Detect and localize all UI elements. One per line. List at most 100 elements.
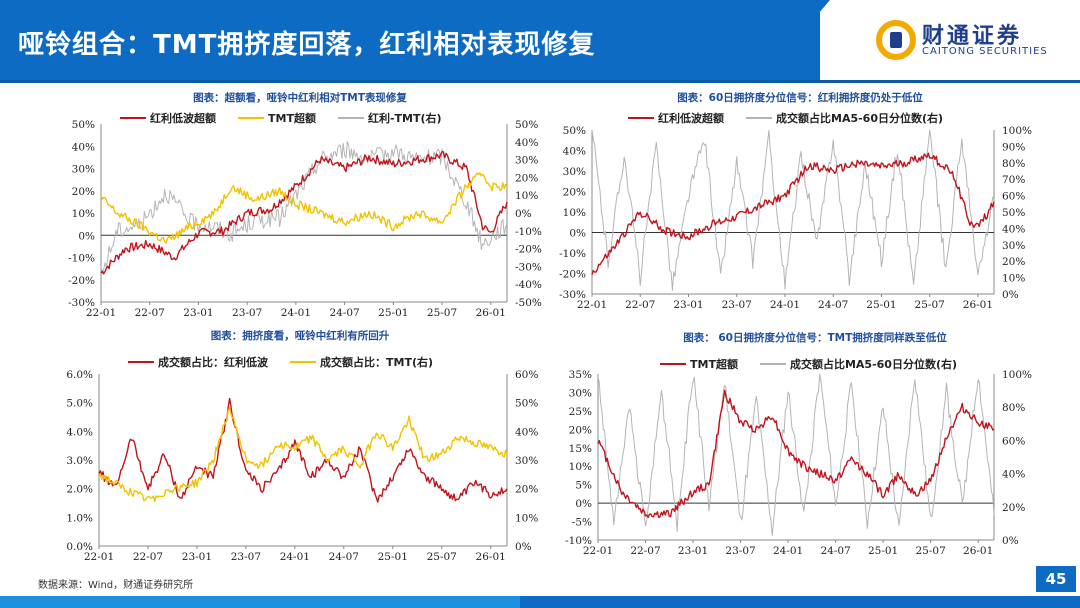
chart3-y-right-tick: 10% <box>515 512 538 524</box>
chart3-y-left-tick: 2.0% <box>66 484 93 496</box>
chart3-svg: 6.0% 5.0% 4.0% 3.0% 2.0% 1.0% 0.0% 60% 50% 40% 30%… <box>66 369 538 563</box>
chart3-y-right-tick: 30% <box>515 455 538 467</box>
chart2-y-left-tick: 50% <box>563 125 586 137</box>
chart1-legend: 红利低波超额 TMT超额 红利-TMT(右) <box>120 110 464 126</box>
chart2-y-right-tick: 20% <box>1002 256 1025 268</box>
source-note: 数据来源：Wind，财通证券研究所 <box>38 580 194 591</box>
chart3-x-tick: 22-01 <box>84 551 114 563</box>
chart2-y-right-tick: 30% <box>1002 240 1025 252</box>
chart3-x-tick: 26-01 <box>476 551 506 563</box>
chart4-y-left-tick: 35% <box>569 369 592 381</box>
chart2-series-1-line <box>591 152 995 275</box>
header: 哑铃组合：TMT拥挤度回落，红利相对表现修复 财通证券 CAITONG SECU… <box>0 0 1080 83</box>
chart1-series-3-line <box>100 141 508 275</box>
chart3-y-right-tick: 0% <box>515 541 532 553</box>
chart2-x-tick: 24-01 <box>770 299 800 311</box>
chart3-x-tick: 24-01 <box>280 551 310 563</box>
chart1-x-tick: 22-07 <box>135 307 165 319</box>
chart3-x-tick: 25-01 <box>378 551 408 563</box>
chart1-y-right-tick: -40% <box>515 279 542 291</box>
chart3-series-1-line <box>98 397 508 503</box>
chart2-x-tick: 25-07 <box>915 299 945 311</box>
chart2-x-tick: 23-07 <box>722 299 752 311</box>
chart4-x-tick: 22-07 <box>630 545 660 557</box>
header-rule <box>0 80 1080 83</box>
logo-background <box>820 0 1080 82</box>
chart4-y-right-tick: 0% <box>1002 535 1019 547</box>
chart2-legend-item-1: 红利低波超额 <box>628 110 724 126</box>
chart2-series-2-line <box>591 129 995 291</box>
chart3-y-left-tick: 6.0% <box>66 369 93 381</box>
chart2-y-right-tick: 70% <box>1002 174 1025 186</box>
chart3-y-right-tick: 50% <box>515 398 538 410</box>
chart1-y-right-tick: 20% <box>515 172 538 184</box>
chart3-legend-item-2: 成交额占比：TMT(右) <box>290 354 433 370</box>
chart3-legend: 成交额占比：红利低波 成交额占比：TMT(右) <box>128 354 455 370</box>
chart4-legend-item-1: TMT超额 <box>660 356 738 372</box>
chart1-legend-item-3: 红利-TMT(右) <box>337 110 442 126</box>
chart3-y-right-tick: 20% <box>515 484 538 496</box>
chart4-x-tick: 22-01 <box>583 545 613 557</box>
chart4-legend-item-2: 成交额占比MA5-60日分位数(右) <box>759 356 957 372</box>
chart2-y-left-tick: 20% <box>563 187 586 199</box>
chart2-y-left-tick: -10% <box>559 248 586 260</box>
chart4-x-tick: 24-07 <box>820 545 850 557</box>
chart2-y-left-tick: 30% <box>563 166 586 178</box>
chart2-x-tick: 23-01 <box>673 299 703 311</box>
chart2-y-right-tick: 10% <box>1002 273 1025 285</box>
logo-icon <box>876 20 916 60</box>
chart2-x-tick: 24-07 <box>818 299 848 311</box>
chart1-y-right-tick: 30% <box>515 155 538 167</box>
chart4-y-left-tick: 15% <box>569 443 592 455</box>
chart1-series-2-line <box>100 172 508 244</box>
chart4-x-tick: 26-01 <box>963 545 993 557</box>
chart2-y-right-tick: 50% <box>1002 207 1025 219</box>
footer-bar-accent <box>0 596 520 608</box>
chart1-y-left-tick: 40% <box>72 141 95 153</box>
chart1-legend-item-1: 红利低波超额 <box>120 110 216 126</box>
chart3-x-tick: 23-07 <box>231 551 261 563</box>
chart1-x-tick: 22-01 <box>86 307 116 319</box>
chart2-legend-item-2: 成交额占比MA5-60日分位数(右) <box>746 110 943 126</box>
chart4-y-left-tick: 0% <box>575 498 592 510</box>
chart1-y-left-tick: 50% <box>72 119 95 131</box>
chart2-legend: 红利低波超额 成交额占比MA5-60日分位数(右) <box>628 110 965 126</box>
chart2-y-left-tick: 40% <box>563 146 586 158</box>
chart2-svg: 50% 40% 30% 20% 10% 0% -10% -20% -30% 100% 90% 80% 7… <box>559 125 1032 311</box>
chart2-y-left-tick: 0% <box>569 228 586 240</box>
chart2-x-tick: 22-01 <box>577 299 607 311</box>
logo-text-en: CAITONG SECURITIES <box>922 46 1048 57</box>
chart1-y-left-tick: 0% <box>78 230 95 242</box>
chart4-series-1-line <box>597 389 995 519</box>
chart2-y-left-tick: -20% <box>559 269 586 281</box>
chart2-x-tick: 26-01 <box>963 299 993 311</box>
chart1-y-right-tick: -10% <box>515 226 542 238</box>
chart1-series-1-line <box>100 151 508 275</box>
chart4-x-tick: 25-07 <box>915 545 945 557</box>
chart2-x-tick: 22-07 <box>625 299 655 311</box>
chart1-x-tick: 24-07 <box>329 307 359 319</box>
chart2-y-right-tick: 40% <box>1002 223 1025 235</box>
chart3-y-left-tick: 3.0% <box>66 455 93 467</box>
chart1-y-right-tick: 40% <box>515 137 538 149</box>
chart1-y-left-tick: 30% <box>72 164 95 176</box>
chart3-series-2-line <box>98 407 508 502</box>
chart2-x-tick: 25-01 <box>866 299 896 311</box>
chart1-svg: 50% 40% 30% 20% 10% 0% -10% -20% -30% 50% 40% 30% 20… <box>68 119 542 319</box>
chart1-y-right-tick: 0% <box>515 208 532 220</box>
chart3-x-tick: 23-01 <box>182 551 212 563</box>
chart3-legend-item-1: 成交额占比：红利低波 <box>128 354 268 370</box>
chart4-y-right-tick: 80% <box>1002 402 1025 414</box>
chart1-y-right-tick: 50% <box>515 119 538 131</box>
logo-text-cn: 财通证券 <box>922 24 1023 49</box>
chart1-y-right-tick: -20% <box>515 244 542 256</box>
chart2-title: 图表：60日拥挤度分位信号：红利拥挤度仍处于低位 <box>677 92 923 104</box>
page-title: 哑铃组合：TMT拥挤度回落，红利相对表现修复 <box>18 30 596 60</box>
header-slant <box>760 0 830 82</box>
chart4-series-2-line <box>597 373 995 536</box>
chart1-x-tick: 23-01 <box>183 307 213 319</box>
chart4-y-right-tick: 20% <box>1002 502 1025 514</box>
chart1-y-left-tick: -20% <box>68 275 95 287</box>
chart2-y-left-tick: 10% <box>563 207 586 219</box>
chart3-x-tick: 24-07 <box>329 551 359 563</box>
